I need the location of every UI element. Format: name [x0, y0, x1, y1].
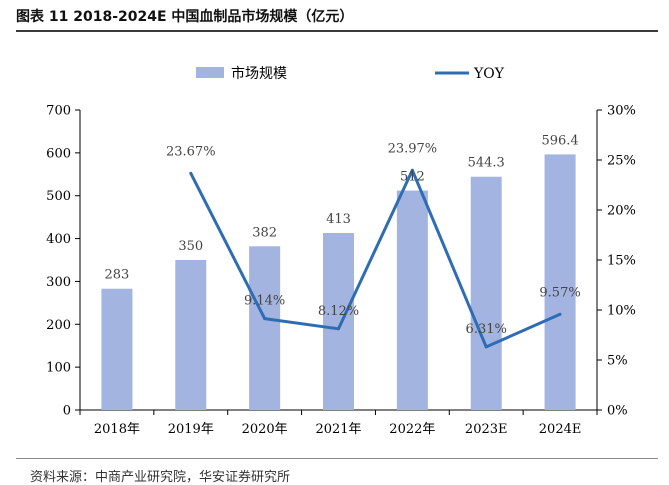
x-tick-label: 2024E	[539, 422, 582, 437]
right-tick-label: 30%	[607, 104, 636, 119]
right-tick-label: 0%	[607, 404, 628, 419]
line-point	[189, 171, 193, 175]
yoy-value-label: 8.12%	[318, 304, 359, 319]
bar	[544, 154, 576, 410]
line-point	[558, 312, 562, 316]
bar-value-label: 596.4	[541, 133, 578, 148]
left-tick-label: 300	[46, 275, 71, 290]
bar	[323, 233, 354, 410]
bar	[175, 260, 207, 410]
right-tick-label: 5%	[607, 354, 628, 369]
line-point	[337, 327, 340, 331]
bar-value-label: 512	[400, 170, 425, 185]
bar	[470, 176, 502, 410]
legend-bar-swatch	[196, 67, 224, 78]
yoy-line	[189, 168, 561, 349]
yoy-value-label: 9.57%	[539, 285, 580, 300]
left-tick-label: 200	[46, 318, 71, 333]
yoy-line-series	[189, 168, 562, 349]
x-tick-label: 2020年	[242, 422, 288, 437]
left-tick-label: 0	[63, 404, 71, 419]
x-tick-label: 2018年	[94, 422, 140, 437]
yoy-value-label: 9.14%	[244, 294, 285, 309]
left-tick-label: 600	[46, 146, 71, 161]
bar-value-label: 413	[326, 212, 351, 227]
bar	[249, 246, 281, 410]
footer-divider	[16, 458, 658, 459]
x-tick-label: 2023E	[465, 422, 508, 437]
yoy-value-label: 6.31%	[466, 322, 507, 337]
data-labels: 283 350 382 413 512 544.3 596.4 23.67% 9.14% 8.12…	[105, 133, 581, 337]
bar-value-label: 544.3	[468, 156, 505, 171]
legend-line-label: YOY	[473, 66, 505, 82]
right-tick-label: 15%	[607, 254, 636, 269]
bar-value-label: 283	[105, 268, 130, 283]
x-tick-label: 2019年	[168, 422, 214, 437]
right-tick-label: 20%	[607, 204, 636, 219]
line-point	[410, 168, 414, 172]
right-tick-label: 10%	[607, 304, 636, 319]
right-tick-label: 25%	[607, 154, 636, 169]
legend: 市场规模 YOY	[196, 65, 505, 82]
yoy-value-label: 23.97%	[388, 141, 438, 156]
x-tick-label: 2021年	[315, 422, 361, 437]
yoy-value-label: 23.67%	[166, 144, 216, 159]
line-point	[484, 345, 488, 349]
source-note: 资料来源：中商产业研究院，华安证券研究所	[30, 470, 291, 485]
x-tick-label: 2022年	[389, 422, 435, 437]
bar	[101, 288, 133, 410]
chart-title: 图表 11 2018-2024E 中国血制品市场规模（亿元）	[16, 9, 354, 25]
bar-series	[101, 154, 576, 410]
line-point	[263, 317, 267, 321]
left-tick-label: 700	[46, 104, 71, 119]
left-tick-label: 500	[46, 189, 71, 204]
axes: 0 100 200 300 400 500 600 700 0% 5% 10% 15% 20% 25% 30…	[46, 104, 636, 438]
title-divider	[16, 30, 658, 32]
bar-value-label: 350	[178, 239, 203, 254]
bar	[396, 190, 428, 410]
left-tick-label: 400	[46, 232, 71, 247]
left-tick-label: 100	[46, 361, 71, 376]
bar-value-label: 382	[252, 225, 277, 240]
legend-bar-label: 市场规模	[231, 65, 287, 82]
